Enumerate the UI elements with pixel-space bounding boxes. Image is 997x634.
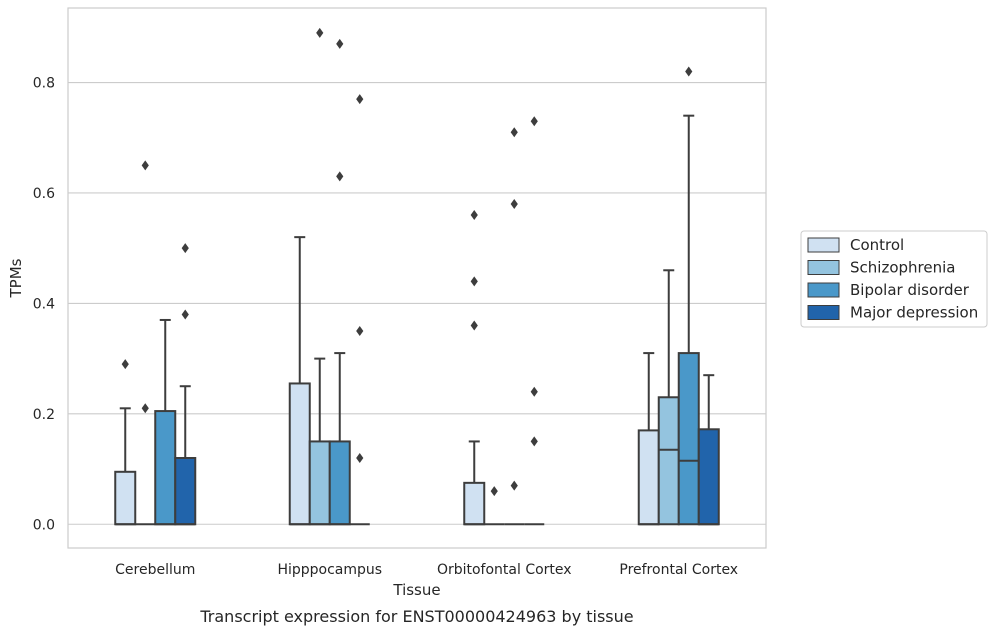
box-bipolar-disorder-hipppocampus bbox=[328, 38, 351, 526]
outlier-point bbox=[356, 94, 364, 105]
box-bipolar-disorder-prefrontal-cortex bbox=[677, 66, 700, 526]
x-tick-label-prefrontal-cortex: Prefrontal Cortex bbox=[619, 562, 738, 578]
box-major-depression-orbitofontal-cortex bbox=[524, 116, 545, 526]
outlier-point bbox=[336, 38, 344, 49]
outlier-point bbox=[530, 436, 538, 447]
box-control-orbitofontal-cortex bbox=[463, 210, 486, 526]
outlier-point bbox=[141, 403, 149, 414]
outlier-point bbox=[510, 199, 518, 210]
x-axis-ticks: Cerebellum Hipppocampus Orbitofontal Corte… bbox=[115, 562, 738, 578]
box-control-cerebellum bbox=[114, 359, 137, 526]
legend-swatch bbox=[807, 305, 840, 320]
box-schizophrenia-orbitofontal-cortex bbox=[484, 486, 505, 526]
outlier-point bbox=[530, 116, 538, 127]
outlier-point bbox=[685, 66, 693, 77]
outlier-point bbox=[121, 359, 129, 370]
x-axis-label: Tissue bbox=[392, 581, 440, 599]
box-body bbox=[677, 352, 700, 526]
box-body bbox=[328, 440, 351, 526]
legend-label: Major depression bbox=[850, 304, 978, 322]
outlier-point bbox=[316, 27, 324, 38]
legend-swatch bbox=[807, 282, 840, 298]
legend-frame bbox=[800, 230, 988, 328]
outlier-point bbox=[181, 243, 189, 254]
box-body bbox=[174, 457, 197, 526]
box-body bbox=[463, 481, 486, 526]
outlier-point bbox=[510, 480, 518, 491]
x-tick-label-orbitofontal-cortex: Orbitofontal Cortex bbox=[437, 562, 572, 578]
legend-label: Bipolar disorder bbox=[850, 281, 970, 299]
box-body bbox=[114, 470, 137, 526]
y-axis-label: TPMs bbox=[7, 258, 25, 298]
legend-item-schizophrenia: Schizophrenia bbox=[807, 259, 955, 277]
outlier-point bbox=[510, 127, 518, 138]
legend-item-bipolar-disorder: Bipolar disorder bbox=[807, 281, 970, 299]
box-bipolar-disorder-cerebellum bbox=[154, 318, 177, 526]
y-tick-label: 0.8 bbox=[33, 76, 55, 92]
box-major-depression-hipppocampus bbox=[349, 94, 370, 526]
outlier-point bbox=[356, 453, 364, 463]
y-tick-label: 0.2 bbox=[33, 407, 55, 423]
outlier-point bbox=[470, 320, 478, 331]
box-body bbox=[154, 410, 177, 526]
outlier-point bbox=[530, 386, 538, 397]
box-major-depression-cerebellum bbox=[174, 243, 197, 526]
legend-swatch bbox=[807, 237, 840, 253]
category-group-prefrontal-cortex bbox=[637, 66, 720, 526]
box-body bbox=[308, 440, 331, 526]
y-tick-label: 0.6 bbox=[33, 186, 55, 202]
box-body bbox=[637, 429, 660, 526]
category-group-hipppocampus bbox=[288, 27, 370, 526]
outlier-point bbox=[141, 160, 149, 171]
box-body bbox=[657, 396, 680, 526]
box-major-depression-prefrontal-cortex bbox=[697, 374, 720, 526]
box-bipolar-disorder-orbitofontal-cortex bbox=[504, 127, 525, 526]
box-body bbox=[697, 428, 720, 526]
legend-label: Control bbox=[850, 236, 904, 254]
box-groups bbox=[114, 27, 720, 526]
legend-label: Schizophrenia bbox=[850, 259, 955, 277]
legend: Control Schizophrenia Bipolar disorder Majo… bbox=[800, 230, 988, 328]
legend-item-control: Control bbox=[807, 236, 904, 254]
y-tick-label: 0.0 bbox=[33, 517, 55, 533]
outlier-point bbox=[470, 210, 478, 221]
box-schizophrenia-cerebellum bbox=[135, 160, 156, 526]
outlier-point bbox=[490, 486, 498, 497]
x-tick-label-cerebellum: Cerebellum bbox=[115, 562, 195, 578]
legend-swatch bbox=[807, 260, 840, 275]
y-axis-ticks: 0.0 0.2 0.4 0.6 0.8 bbox=[33, 76, 55, 534]
outlier-point bbox=[356, 326, 364, 337]
chart-caption: Transcript expression for ENST0000042496… bbox=[199, 607, 633, 626]
outlier-point bbox=[336, 171, 344, 182]
category-group-orbitofontal-cortex bbox=[463, 116, 545, 526]
category-group-cerebellum bbox=[114, 160, 197, 526]
x-tick-label-hipppocampus: Hipppocampus bbox=[277, 562, 382, 578]
outlier-point bbox=[470, 276, 478, 287]
y-tick-label: 0.4 bbox=[33, 296, 55, 312]
outlier-point bbox=[181, 309, 189, 320]
box-body bbox=[288, 382, 311, 526]
legend-item-major-depression: Major depression bbox=[807, 304, 978, 322]
